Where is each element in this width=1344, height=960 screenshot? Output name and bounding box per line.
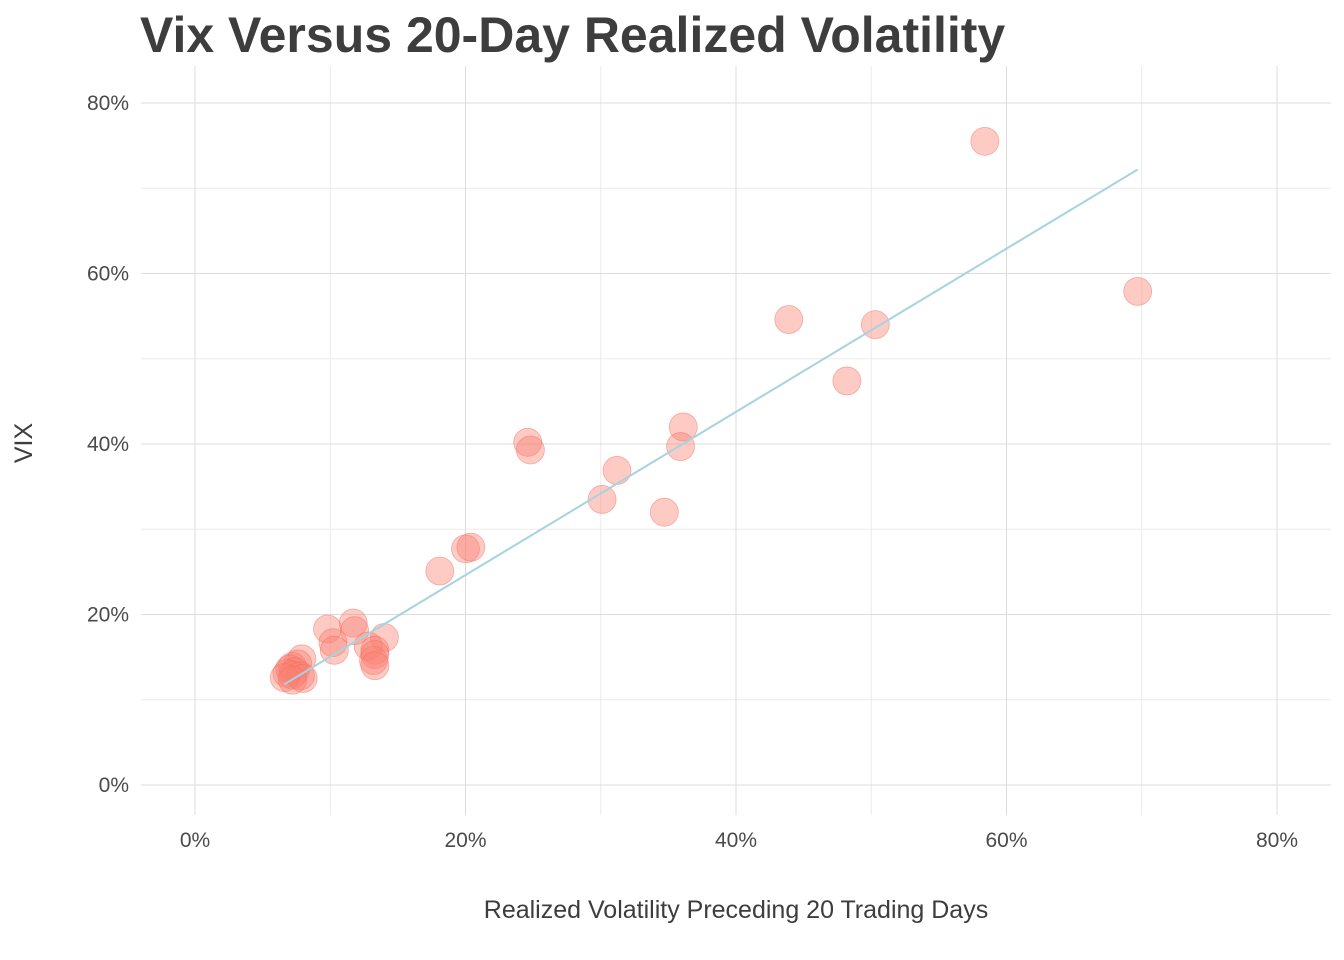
x-tick-label: 20% [444, 829, 486, 852]
data-point [970, 126, 1000, 156]
trend-line-layer [283, 168, 1139, 686]
y-tick-label: 0% [99, 774, 129, 797]
x-tick-label: 0% [180, 829, 210, 852]
data-point [668, 412, 698, 442]
data-point [318, 628, 348, 658]
data-point [774, 305, 804, 334]
x-tick-label: 40% [715, 829, 757, 852]
y-tick-label: 80% [87, 92, 129, 115]
y-tick-label: 20% [87, 604, 129, 627]
tick-labels: 0% 20% 40% 60% 80% 0% 20% 40% 60% 80% [87, 92, 1298, 852]
data-point [516, 435, 545, 465]
data-point [832, 366, 862, 396]
data-point [602, 456, 632, 485]
data-point [425, 556, 455, 586]
chart-title: Vix Versus 20-Day Realized Volatility [140, 7, 1005, 63]
data-point [1123, 277, 1153, 306]
y-tick-label: 40% [87, 433, 129, 456]
data-point [451, 534, 480, 564]
y-tick-label: 60% [87, 263, 129, 286]
y-axis-title: VIX [10, 423, 38, 464]
data-point [456, 532, 486, 562]
data-point [360, 635, 390, 665]
data-point [587, 485, 617, 514]
x-tick-label: 60% [985, 829, 1027, 852]
trend-line [283, 168, 1139, 686]
x-tick-label: 80% [1256, 829, 1298, 852]
x-axis-title: Realized Volatility Preceding 20 Trading… [484, 896, 988, 924]
scatter-points [269, 126, 1153, 695]
data-point [666, 432, 695, 461]
data-point [649, 497, 679, 527]
data-point [338, 608, 368, 638]
grid-lines [141, 66, 1331, 815]
data-point [360, 651, 390, 681]
